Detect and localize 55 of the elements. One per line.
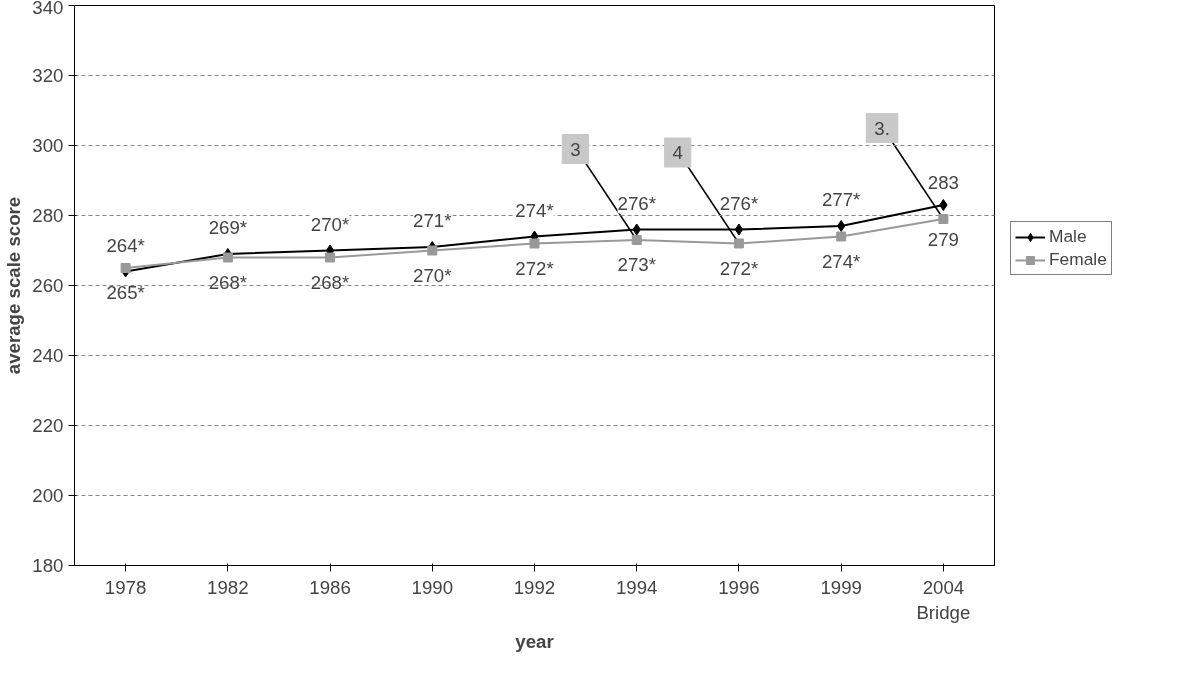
data-label: 273* <box>617 254 656 275</box>
point <box>120 263 131 273</box>
point <box>836 231 847 242</box>
y-tick-label: 300 <box>32 135 64 156</box>
y-tick-label: 220 <box>32 415 64 436</box>
y-tick-label: 280 <box>32 205 64 226</box>
point <box>631 235 642 245</box>
x-tick-label: 1996 <box>718 576 760 598</box>
x-tick-label: 1992 <box>513 576 556 598</box>
data-label: 272* <box>719 257 759 279</box>
data-label: 279 <box>927 229 959 250</box>
y-tick-label: 240 <box>32 345 64 366</box>
y-tick-label: 340 <box>32 0 64 18</box>
data-label: 269* <box>208 217 248 238</box>
point <box>529 238 540 249</box>
x-tick-label: 1982 <box>207 576 249 598</box>
data-label: 270* <box>413 264 452 286</box>
point <box>733 238 744 249</box>
data-label: 272* <box>515 257 554 279</box>
point <box>222 252 233 263</box>
legend-label: Female <box>1049 249 1107 270</box>
data-label: 283 <box>927 172 959 193</box>
data-label: 265* <box>106 282 145 303</box>
x-axis-title: year <box>515 630 554 652</box>
y-axis-title: average scale score <box>3 196 25 375</box>
data-label: 274* <box>821 250 861 272</box>
data-label: 277* <box>821 189 861 210</box>
x-tick-label: 1990 <box>411 576 454 598</box>
annotation: 3 <box>570 138 581 160</box>
data-label: 268* <box>208 271 248 293</box>
data-label: 268* <box>310 271 350 293</box>
point <box>734 223 744 236</box>
data-label: 270* <box>310 213 350 235</box>
data-label: 276* <box>719 192 759 214</box>
x-tick-label: 1999 <box>820 576 862 598</box>
point <box>427 245 438 256</box>
y-tick-label: 320 <box>32 65 64 86</box>
y-tick-label: 200 <box>32 485 64 506</box>
data-label: 274* <box>515 199 554 221</box>
x-tick-label: 2004 Bridge <box>916 576 971 623</box>
x-tick-label: 1986 <box>309 576 351 598</box>
y-tick-label: 180 <box>32 555 64 576</box>
x-tick-label: 1978 <box>104 576 147 598</box>
point <box>837 220 846 232</box>
point <box>938 214 949 224</box>
y-tick-label: 260 <box>32 275 64 296</box>
x-tick-label: 1994 <box>615 576 658 598</box>
data-label: 276* <box>617 192 656 214</box>
annotation: 4 <box>672 142 683 163</box>
data-label: 271* <box>413 210 452 231</box>
point <box>325 252 336 263</box>
data-label: 264* <box>106 234 145 256</box>
annotation: 3. <box>874 117 890 139</box>
legend-label: Male <box>1049 226 1087 247</box>
point <box>939 199 948 211</box>
